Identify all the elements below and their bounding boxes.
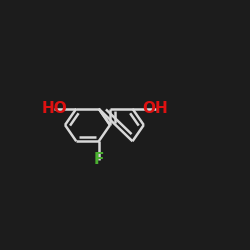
Text: F: F [94,152,104,167]
Text: OH: OH [142,101,169,116]
Text: HO: HO [42,101,67,116]
